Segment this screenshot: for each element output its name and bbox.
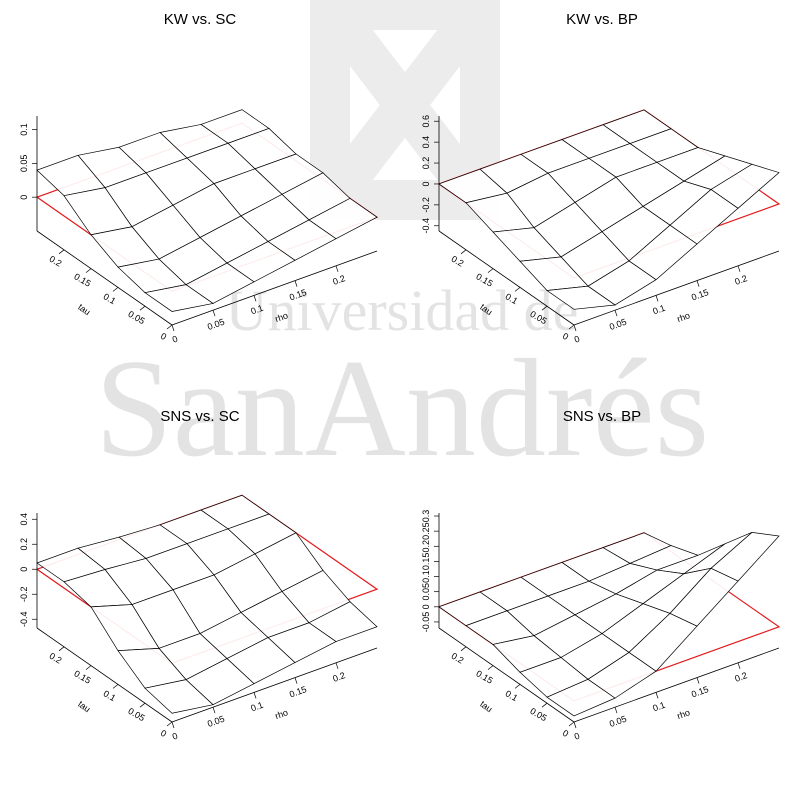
rho-tick-label: 0.1: [249, 700, 264, 714]
tau-tick-label: 0.15: [474, 668, 494, 685]
tau-tick-label: 0.05: [126, 706, 146, 723]
z-tick-label: 0.15: [421, 553, 431, 571]
rho-tick: [738, 266, 740, 272]
tau-tick: [488, 269, 493, 273]
tau-tick-label: 0.15: [72, 271, 92, 288]
z-tick-label: 0.05: [19, 155, 29, 173]
tau-tick: [167, 722, 172, 726]
rho-tick: [295, 678, 297, 684]
rho-tick: [336, 663, 338, 669]
tau-tick-label: 0.05: [528, 706, 548, 723]
tau-tick: [167, 325, 172, 329]
rho-tick: [254, 692, 256, 698]
rho-tick: [336, 266, 338, 272]
tau-tick: [488, 666, 493, 670]
z-tick-label: 0.25: [421, 522, 431, 540]
tau-label: tau: [76, 699, 92, 714]
rho-tick: [574, 722, 576, 728]
rho-tick-label: 0.05: [206, 714, 226, 729]
z-tick-label: -0.4: [421, 218, 431, 234]
tau-tick-label: 0.1: [102, 291, 118, 306]
rho-tick-label: 0.15: [690, 684, 710, 699]
chart-title: SNS vs. SC: [160, 408, 239, 425]
z-tick-label: 0.05: [421, 583, 431, 601]
watermark-emblem: [330, 10, 480, 200]
rho-tick-label: 0.2: [331, 670, 346, 684]
tau-tick: [113, 287, 118, 291]
rho-label: rho: [676, 707, 692, 721]
rho-tick: [697, 281, 699, 287]
tau-tick: [86, 666, 91, 670]
tau-tick-label: 0.2: [48, 651, 64, 666]
rho-tick-label: 0.05: [608, 714, 628, 729]
rho-tick: [738, 663, 740, 669]
rho-tick: [172, 722, 174, 728]
z-tick-label: -0.2: [19, 586, 29, 602]
tau-tick-label: 0.05: [126, 309, 146, 326]
tau-tick-label: 0.2: [450, 651, 466, 666]
z-tick-label: 0.4: [19, 513, 29, 526]
rho-tick-label: 0.05: [206, 317, 226, 332]
rho-tick-label: 0.2: [733, 670, 748, 684]
tau-tick: [86, 269, 91, 273]
rho-tick-label: 0: [573, 731, 581, 742]
z-tick-label: 0: [421, 181, 431, 186]
tau-tick: [59, 250, 64, 254]
rho-tick-label: 0: [171, 731, 179, 742]
rho-tick: [697, 678, 699, 684]
tau-tick-label: 0: [159, 728, 168, 739]
z-tick-label: 0.1: [19, 123, 29, 136]
tau-tick: [461, 647, 466, 651]
rho-tick-label: 0.1: [651, 303, 666, 317]
z-tick-label: 0.3: [421, 510, 431, 523]
tau-tick: [140, 703, 145, 707]
z-tick-label: 0.2: [421, 157, 431, 170]
z-tick-label: 0: [19, 195, 29, 200]
tau-tick: [515, 684, 520, 688]
rho-tick: [615, 310, 617, 316]
figure: Universidad de SanAndrés KW vs. SC00.050…: [0, 0, 804, 794]
tau-tick-label: 0.2: [450, 254, 466, 269]
tau-tick-label: 0.15: [72, 668, 92, 685]
z-tick-label: 0.1: [421, 570, 431, 583]
z-tick-label: -0.4: [19, 611, 29, 627]
rho-tick: [213, 707, 215, 713]
z-tick-label: 0.2: [421, 540, 431, 553]
tau-tick: [59, 647, 64, 651]
rho-tick: [615, 707, 617, 713]
tau-tick: [542, 703, 547, 707]
rho-tick-label: 0.15: [690, 287, 710, 302]
tau-tick-label: 0.1: [102, 688, 118, 703]
z-tick-label: 0.4: [421, 136, 431, 149]
tau-tick: [569, 722, 574, 726]
tau-tick-label: 0: [561, 728, 570, 739]
tau-tick: [461, 250, 466, 254]
tau-tick-label: 0.2: [48, 254, 64, 269]
rho-tick: [656, 692, 658, 698]
rho-tick-label: 0.1: [651, 700, 666, 714]
z-tick-label: -0.05: [421, 612, 431, 633]
z-tick-label: 0: [19, 567, 29, 572]
rho-tick-label: 0.15: [288, 684, 308, 699]
chart-title: KW vs. BP: [566, 11, 638, 28]
rho-tick: [656, 295, 658, 301]
tau-tick: [140, 306, 145, 310]
z-tick-label: 0.6: [421, 115, 431, 128]
tau-tick-label: 0.1: [504, 688, 520, 703]
tau-label: tau: [478, 699, 494, 714]
z-tick-label: 0: [421, 604, 431, 609]
tau-tick: [113, 684, 118, 688]
chart-title: KW vs. SC: [164, 11, 237, 28]
z-tick-label: 0.2: [19, 538, 29, 551]
chart-title: SNS vs. BP: [563, 408, 641, 425]
rho-label: rho: [676, 310, 692, 324]
rho-label: rho: [274, 707, 290, 721]
rho-tick-label: 0.2: [733, 273, 748, 287]
rho-tick-label: 0.05: [608, 317, 628, 332]
z-tick-label: -0.2: [421, 197, 431, 213]
rho-tick: [213, 310, 215, 316]
tau-label: tau: [76, 302, 92, 317]
